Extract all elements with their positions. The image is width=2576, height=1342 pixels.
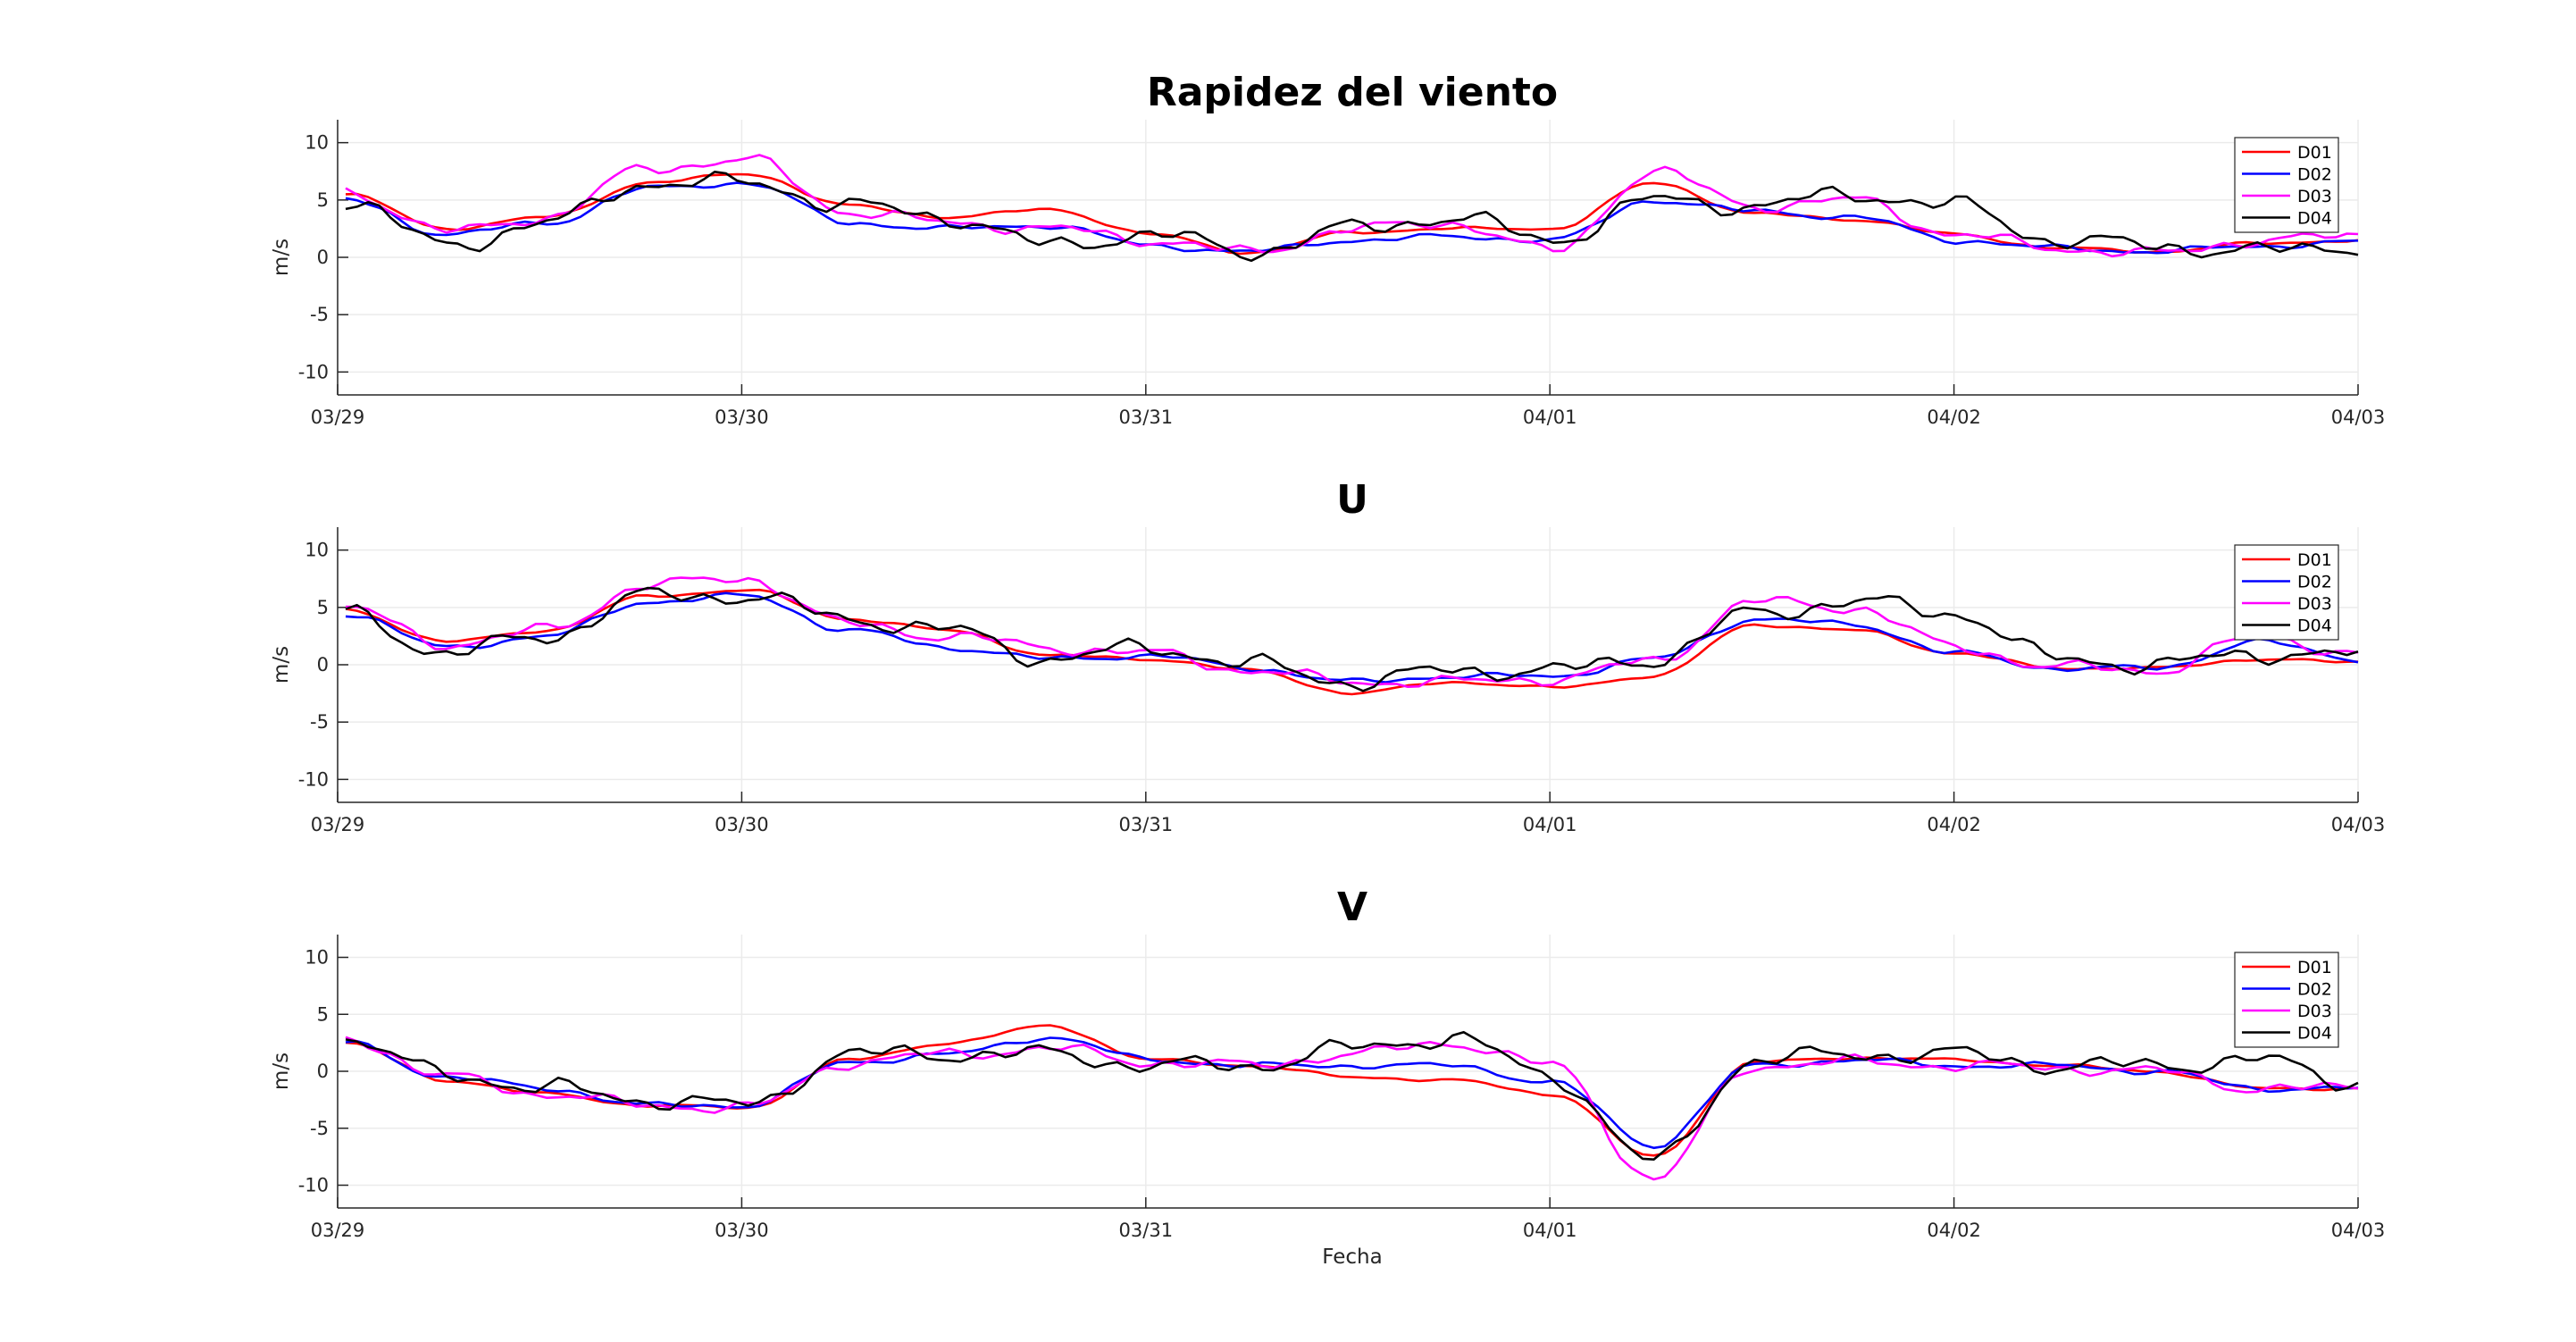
y-tick-label: -10 [298,1175,329,1196]
legend-label: D02 [2297,980,2332,1000]
y-tick-label: 5 [317,1003,329,1025]
x-tick-label: 04/03 [2331,814,2386,835]
series-line-d01 [345,588,2359,696]
x-tick-label: 04/03 [2331,407,2386,428]
legend-label: D03 [2297,187,2332,206]
legend-label: D04 [2297,616,2332,636]
x-tick-label: 04/01 [1523,1220,1577,1241]
chart-panel-1: 10 5 0 -5 -10 03/29 03/30 03/31 04/01 04/02 04/03 R… [270,70,2385,428]
x-tick-label: 03/29 [311,407,365,428]
legend-label: D02 [2297,165,2332,185]
x-axis-label: Fecha [1322,1246,1382,1269]
legend-label: D03 [2297,594,2332,614]
chart-title: V [1337,885,1367,930]
y-tick-label: 10 [305,540,329,561]
y-tick-label: 0 [317,1061,329,1082]
x-tick-label: 03/31 [1119,407,1174,428]
x-tick-label: 04/01 [1523,407,1577,428]
legend-label: D01 [2297,550,2332,570]
x-tick-label: 04/03 [2331,1220,2386,1241]
x-tick-label: 04/02 [1927,407,1981,428]
x-tick-label: 04/02 [1927,814,1981,835]
legend-label: D03 [2297,1002,2332,1021]
y-tick-label: 5 [317,189,329,211]
y-tick-label: 0 [317,247,329,268]
legend-label: D04 [2297,1024,2332,1044]
x-tick-label: 03/30 [715,1220,769,1241]
x-tick-label: 03/30 [715,814,769,835]
chart-panel-2: 10 5 0 -5 -10 03/29 03/30 03/31 04/01 04/02 04/03 U… [270,477,2385,835]
chart-panel-3: 10 5 0 -5 -10 03/29 03/30 03/31 04/01 04/02 04/03 V… [270,885,2385,1269]
series-line-d01 [345,1024,2358,1157]
y-tick-label: -5 [310,304,329,325]
chart-title: Rapidez del viento [1147,70,1558,115]
y-tick-label: 10 [305,132,329,154]
legend-label: D02 [2297,573,2332,592]
legend-label: D01 [2297,958,2332,977]
x-tick-label: 03/31 [1119,1220,1174,1241]
x-tick-label: 04/02 [1927,1220,1981,1241]
series-line-d03 [345,1036,2359,1181]
x-tick-label: 04/01 [1523,814,1577,835]
y-axis-label: m/s [270,646,293,684]
legend-label: D01 [2297,143,2332,163]
y-tick-label: 5 [317,597,329,618]
y-axis-label: m/s [270,1053,293,1090]
x-tick-label: 03/29 [311,814,365,835]
series-line-d02 [345,181,2359,255]
series-line-d04 [345,171,2359,263]
y-tick-label: -5 [310,711,329,733]
series-line-d02 [345,591,2359,684]
series-line-d04 [345,586,2359,692]
y-tick-label: -10 [298,768,329,790]
y-tick-label: -10 [298,361,329,382]
series-line-d04 [345,1030,2359,1161]
x-tick-label: 03/30 [715,407,769,428]
y-tick-label: 0 [317,654,329,675]
x-tick-label: 03/31 [1119,814,1174,835]
series-line-d03 [345,154,2359,258]
x-tick-label: 03/29 [311,1220,365,1241]
y-tick-label: -5 [310,1118,329,1139]
chart-title: U [1336,477,1368,523]
series-line-d03 [345,576,2359,689]
legend-label: D04 [2297,209,2332,229]
y-tick-label: 10 [305,947,329,969]
y-axis-label: m/s [270,239,293,276]
